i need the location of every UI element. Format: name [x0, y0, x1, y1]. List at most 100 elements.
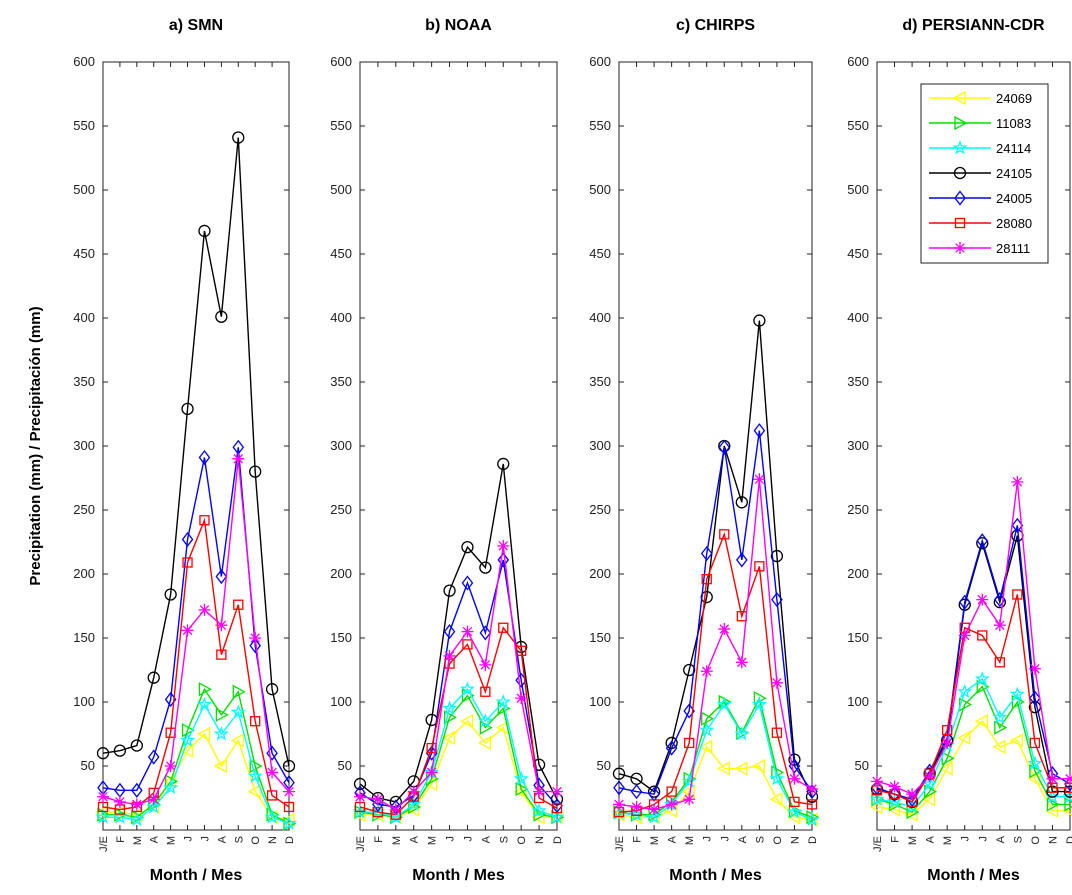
series-28111: [613, 473, 818, 816]
data-point: [994, 720, 1008, 735]
x-tick-label: J: [445, 836, 457, 842]
data-point: [806, 783, 818, 796]
data-point: [681, 773, 697, 788]
y-tick-label: 150: [847, 630, 869, 645]
data-point: [249, 758, 263, 774]
data-point: [266, 766, 279, 779]
y-tick-label: 600: [589, 54, 611, 69]
data-point: [869, 791, 885, 806]
y-tick-label: 600: [330, 54, 352, 69]
data-point: [976, 679, 990, 694]
y-tick-label: 550: [847, 118, 869, 133]
data-point: [806, 799, 818, 810]
data-point: [266, 790, 278, 801]
data-point: [648, 803, 661, 816]
legend-entry-24005: 24005: [929, 190, 1032, 206]
plot-area: [102, 61, 290, 831]
legend: 24069 11083 24114 24105 24005 28080 28111: [920, 83, 1049, 264]
data-point: [181, 531, 194, 548]
y-tick-label: 100: [330, 694, 352, 709]
x-tick-label: A: [995, 835, 1007, 843]
data-point: [789, 796, 800, 807]
data-point: [425, 766, 438, 779]
data-point: [957, 730, 971, 745]
data-point: [957, 683, 973, 699]
data-point: [353, 777, 367, 791]
series-24105: [612, 314, 819, 803]
data-point: [1029, 764, 1043, 779]
data-point: [1028, 662, 1041, 675]
data-point: [1046, 797, 1060, 812]
data-point: [922, 792, 936, 807]
data-point: [666, 786, 677, 797]
legend-entry-11083: 11083: [929, 115, 1031, 131]
data-point: [941, 736, 954, 749]
series-line: [618, 320, 813, 798]
data-point: [478, 735, 492, 751]
y-tick-label: 350: [330, 374, 352, 389]
data-point: [130, 798, 143, 811]
data-point: [992, 739, 1006, 754]
data-point: [181, 402, 194, 416]
y-tick-label: 250: [330, 502, 352, 517]
data-point: [1010, 733, 1024, 748]
x-tick-label: J: [183, 836, 195, 842]
data-point: [752, 758, 766, 774]
x-tick-label: F: [115, 836, 127, 843]
data-point: [515, 781, 529, 797]
data-point: [406, 796, 422, 811]
data-point: [719, 529, 730, 540]
x-tick-label: M: [907, 836, 919, 845]
data-point: [753, 314, 766, 327]
data-point: [734, 761, 748, 776]
data-point: [786, 804, 802, 819]
x-tick-label: S: [1012, 836, 1024, 843]
legend-marker: [954, 242, 966, 254]
data-point: [735, 552, 748, 568]
legend-label: 24005: [996, 191, 1032, 206]
data-point: [974, 714, 988, 729]
data-point: [247, 784, 261, 799]
data-point: [976, 593, 989, 606]
data-point: [180, 743, 194, 758]
data-point: [769, 770, 785, 786]
data-point: [871, 775, 883, 788]
series-line: [359, 545, 557, 811]
data-point: [1027, 755, 1043, 770]
data-point: [1012, 589, 1023, 600]
data-point: [515, 692, 528, 705]
x-tick-label: M: [942, 836, 954, 845]
x-axis-label: Month / Mes: [150, 867, 243, 884]
data-point: [198, 603, 211, 616]
x-tick-label: J: [960, 836, 972, 842]
data-point: [113, 744, 127, 757]
y-tick-label: 150: [330, 630, 352, 645]
data-point: [180, 732, 196, 747]
y-tick-label: 50: [855, 758, 869, 773]
data-point: [479, 561, 492, 574]
data-point: [96, 747, 110, 760]
data-point: [249, 638, 262, 654]
data-point: [716, 696, 732, 711]
x-tick-label: M: [166, 836, 178, 845]
data-point: [477, 713, 493, 728]
data-point: [198, 682, 212, 697]
data-point: [197, 726, 211, 742]
x-tick-label: O: [516, 836, 528, 845]
data-point: [753, 473, 766, 486]
data-point: [887, 802, 901, 817]
data-point: [1009, 686, 1025, 701]
x-tick-label: S: [754, 836, 766, 843]
y-tick-label: 100: [847, 694, 869, 709]
panel-title: d) PERSIANN-CDR: [902, 17, 1045, 34]
x-tick-label: M: [427, 836, 439, 845]
legend-marker: [954, 217, 966, 229]
data-point: [888, 780, 901, 793]
y-tick-label: 400: [73, 310, 95, 325]
panel-title: a) SMN: [169, 17, 223, 34]
y-tick-label: 600: [73, 54, 95, 69]
x-tick-label: A: [480, 835, 492, 843]
data-point: [129, 811, 145, 827]
data-point: [250, 716, 261, 727]
data-point: [646, 809, 662, 824]
